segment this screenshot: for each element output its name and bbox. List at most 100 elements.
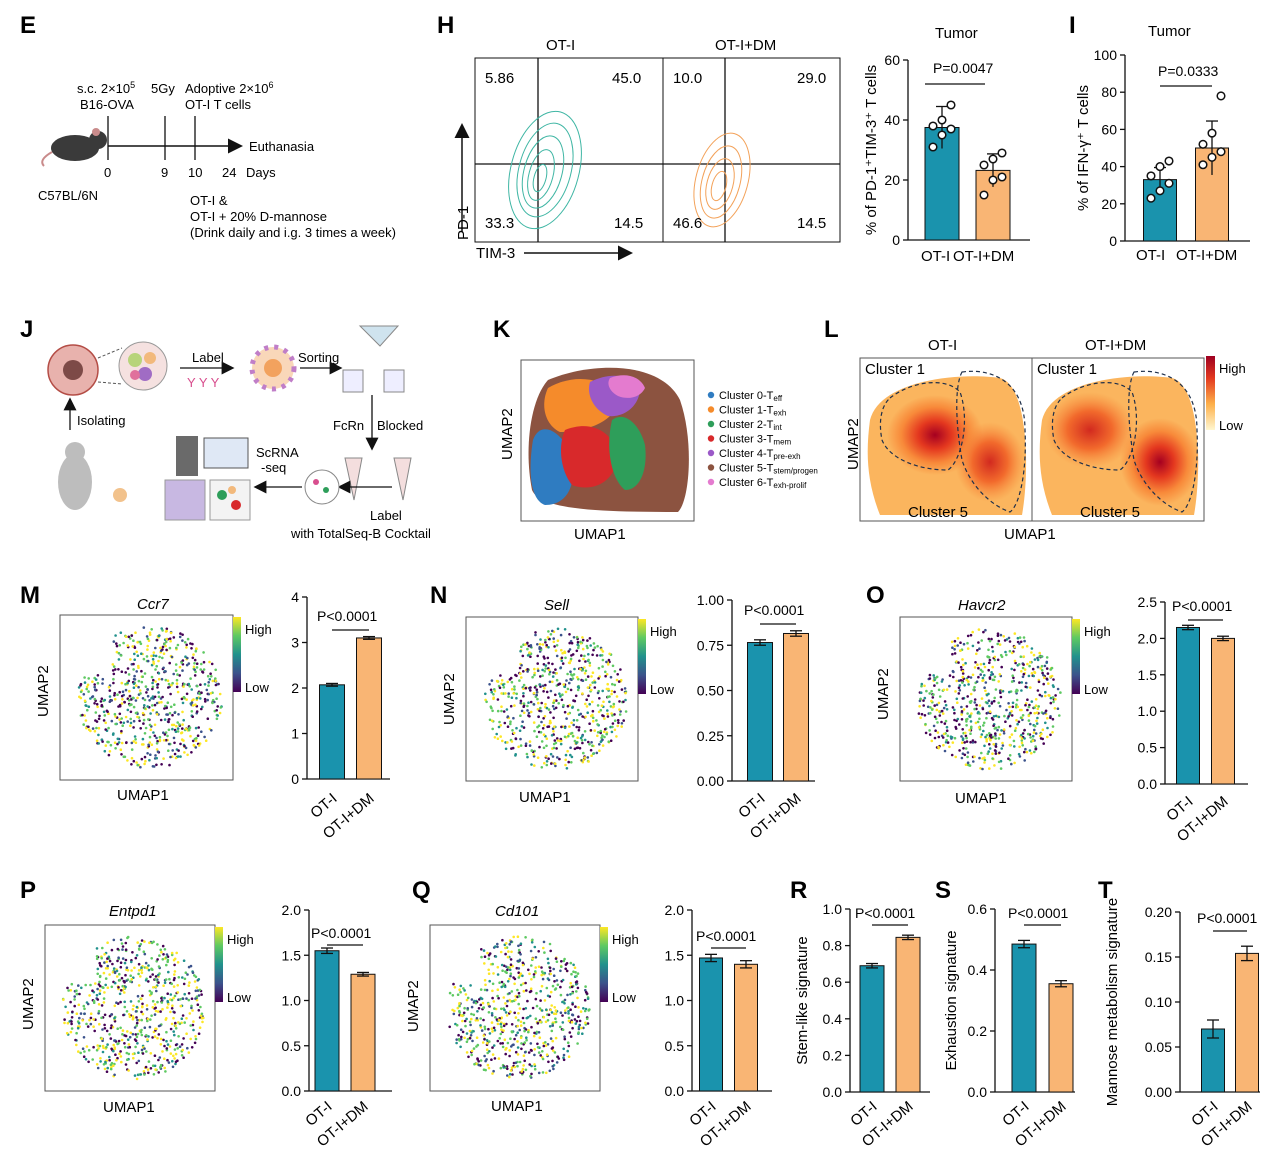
umap-point [565,717,568,720]
y-tick-label: 2.0 [665,902,685,918]
umap-point [116,1042,119,1046]
umap-point [509,963,513,966]
umap-point [135,650,138,654]
umap-point [70,1016,74,1019]
umap-point [520,725,524,728]
umap-point [569,961,573,965]
umap-point [579,667,582,671]
umap-point [567,1044,571,1048]
umap-point [545,737,549,740]
umap-point [1011,705,1015,709]
bar [747,642,773,782]
umap-point [146,752,149,755]
umap-point [1002,635,1005,638]
umap-point [109,1063,113,1067]
umap-point [613,670,617,673]
umap-point [539,731,543,734]
umap-point [161,656,164,660]
umap-point [1051,717,1055,721]
umap-point [969,720,973,723]
umap-point [120,670,124,673]
umap-point [151,1006,155,1009]
umap-point [112,672,116,676]
umap-point [468,1020,472,1024]
umap-point [132,662,135,666]
umap-point [123,1005,127,1009]
umap-point [483,1025,487,1029]
umap-point [146,1017,150,1021]
umap-point [1022,655,1026,658]
umap-point [533,945,537,949]
umap-point [137,685,140,689]
umap-point [165,629,168,633]
umap-point [576,736,579,739]
umap-point [143,672,147,675]
umap-point [156,943,159,946]
umap-point [1038,651,1041,655]
umap-point [575,1019,579,1023]
umap-point [954,727,958,730]
umap-point [172,636,176,639]
umap-point [506,999,509,1003]
umap-point [131,1032,135,1036]
umap-point [167,742,171,746]
umap-point [612,702,616,706]
umap-point [529,689,532,692]
umap-point [131,645,134,648]
umap-point [922,699,925,702]
axis-label-x: UMAP1 [117,787,169,804]
umap-point [458,1002,461,1005]
umap-point [1010,651,1014,655]
umap-point [201,670,204,673]
umap-point [131,1008,135,1011]
umap-point [1012,739,1016,743]
umap-point [498,686,502,690]
umap-point [201,705,204,709]
umap-point [500,963,504,967]
umap-point [1044,694,1047,698]
umap-point [536,1042,539,1046]
umap-point [1022,663,1025,666]
umap-point [172,996,175,1000]
umap-point [194,989,198,993]
umap-point [96,967,100,971]
umap-point [145,1050,148,1053]
umap-point [559,993,563,997]
umap-point [589,729,593,732]
umap-points [77,626,223,769]
expression-colorbar [215,927,223,1002]
umap-point [166,1006,169,1009]
umap-point [151,695,155,698]
umap-point [507,695,510,698]
umap-point [487,953,491,957]
umap-point [100,964,103,968]
umap-point [1013,668,1016,672]
umap-point [160,627,163,630]
umap-point [998,733,1002,736]
umap-point [143,707,146,710]
umap-point [598,743,601,746]
umap-point [137,1059,141,1063]
umap-point [84,719,88,722]
umap-point [620,725,623,728]
umap-point [571,1026,574,1030]
umap-point [1000,747,1003,750]
umap-point [165,963,168,967]
umap-point [496,680,499,683]
umap-point [598,749,601,752]
umap-point [167,749,170,752]
umap-point [1007,702,1010,705]
umap-point [971,644,975,648]
umap-point [541,643,545,646]
umap-point [1023,668,1027,671]
umap-point [122,755,126,759]
umap-point [535,1004,539,1008]
umap-point [564,963,568,966]
umap-point [522,989,526,993]
umap-point [997,725,1001,729]
umap-point [611,705,615,709]
umap-point [504,1011,508,1014]
umap-point [938,695,942,698]
umap-point [80,986,83,990]
umap-point [483,1038,486,1041]
